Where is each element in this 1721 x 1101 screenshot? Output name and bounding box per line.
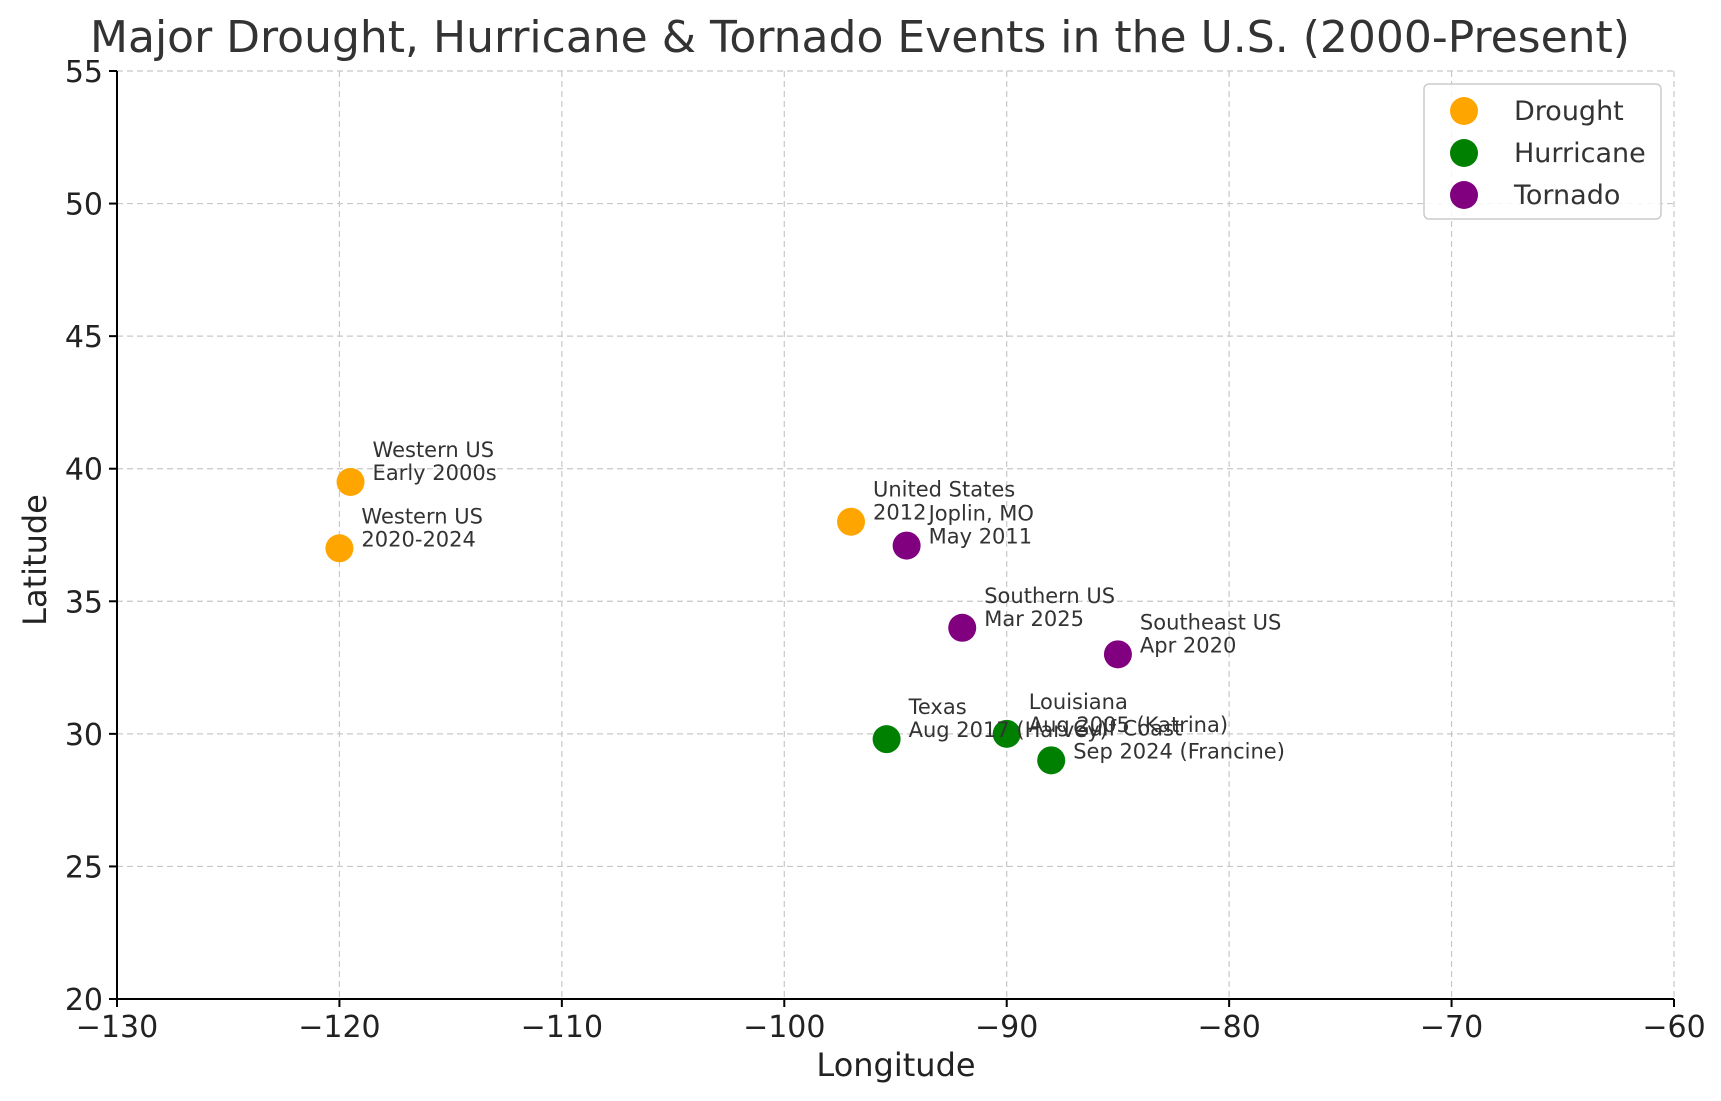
annotation-line: Texas <box>908 695 967 719</box>
annotation-line: Southern US <box>984 584 1115 608</box>
legend-label-drought: Drought <box>1514 96 1624 127</box>
annotation-line: Sep 2024 (Francine) <box>1073 739 1285 763</box>
x-tick-label: −90 <box>975 1010 1038 1045</box>
axes <box>116 71 1674 1000</box>
x-tick-label: −110 <box>521 1010 603 1045</box>
annotation-line: May 2011 <box>929 525 1033 549</box>
drought-annotation: United States 2012 <box>873 478 1015 525</box>
tornado-point <box>1103 640 1132 669</box>
legend-label-tornado: Tornado <box>1513 180 1620 211</box>
y-tick-label: 50 <box>65 188 103 223</box>
legend-marker-hurricane <box>1450 139 1478 167</box>
annotation-line: Joplin, MO <box>927 502 1034 526</box>
x-tick-label: −120 <box>298 1010 380 1045</box>
annotation-line: Aug 2017 (Harvey) <box>909 718 1108 742</box>
x-tick-label: −70 <box>1420 1010 1483 1045</box>
x-tick-label: −60 <box>1642 1010 1705 1045</box>
hurricane-point <box>992 719 1021 748</box>
annotation-line: Gulf Coast <box>1073 716 1182 740</box>
hurricane-annotation: Gulf Coast Sep 2024 (Francine) <box>1073 716 1285 763</box>
drought-annotation: Western US Early 2000s <box>373 438 497 485</box>
chart-title: Major Drought, Hurricane & Tornado Event… <box>90 12 1630 63</box>
tornado-annotation: Joplin, MO May 2011 <box>927 502 1034 549</box>
hurricane-point <box>872 725 901 754</box>
annotation-line: 2020-2024 <box>361 527 475 551</box>
legend-marker-drought <box>1450 97 1478 125</box>
annotation-line: Western US <box>373 438 495 462</box>
x-tick-label: −130 <box>76 1010 158 1045</box>
annotation-line: Western US <box>361 504 483 528</box>
grid <box>116 70 1675 1000</box>
y-tick-label: 55 <box>65 55 103 90</box>
data-points <box>325 467 1132 775</box>
legend-box <box>1423 83 1662 220</box>
y-tick-label: 25 <box>65 850 103 885</box>
annotation-line: Aug 2005 (Katrina) <box>1029 713 1228 737</box>
annotation-line: Southeast US <box>1140 610 1281 634</box>
legend-marker-tornado <box>1450 181 1478 209</box>
annotation-line: Early 2000s <box>373 461 497 485</box>
y-tick-label: 20 <box>65 983 103 1018</box>
legend-label-hurricane: Hurricane <box>1514 138 1646 169</box>
x-tick-label: −100 <box>743 1010 825 1045</box>
y-tick-label: 35 <box>65 585 103 620</box>
drought-point <box>325 534 354 563</box>
x-axis-label: Longitude <box>816 1046 975 1084</box>
annotation-line: Louisiana <box>1029 690 1128 714</box>
drought-point <box>336 467 365 496</box>
hurricane-annotation: Texas Aug 2017 (Harvey) <box>908 695 1108 742</box>
tornado-annotation: Southern US Mar 2025 <box>984 584 1115 631</box>
annotation-line: Apr 2020 <box>1140 633 1236 657</box>
x-ticks: −130 −120 −110 −100 −90 −80 −70 −60 <box>76 999 1706 1045</box>
y-tick-label: 30 <box>65 718 103 753</box>
drought-point <box>837 507 866 536</box>
x-tick-label: −80 <box>1197 1010 1260 1045</box>
tornado-annotation: Southeast US Apr 2020 <box>1140 610 1281 657</box>
tornado-point <box>948 613 977 642</box>
y-ticks: 20 25 30 35 40 45 50 55 <box>65 55 117 1018</box>
hurricane-point <box>1037 746 1066 775</box>
y-tick-label: 40 <box>65 453 103 488</box>
annotation-line: 2012 <box>873 501 926 525</box>
tornado-point <box>892 531 921 560</box>
drought-annotation: Western US 2020-2024 <box>361 504 483 551</box>
annotation-line: Mar 2025 <box>984 607 1084 631</box>
y-tick-label: 45 <box>65 320 103 355</box>
hurricane-annotation: Louisiana Aug 2005 (Katrina) <box>1029 690 1228 737</box>
legend: Drought Hurricane Tornado <box>1423 83 1662 220</box>
annotation-line: United States <box>873 478 1015 502</box>
y-axis-label: Latitude <box>16 494 54 626</box>
